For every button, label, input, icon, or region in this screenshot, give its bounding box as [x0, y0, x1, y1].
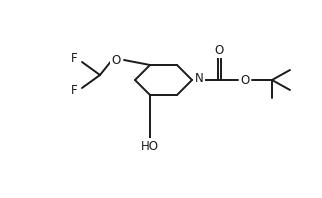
Text: HO: HO — [141, 140, 159, 152]
Text: O: O — [215, 44, 224, 56]
Text: O: O — [241, 73, 250, 87]
Text: F: F — [71, 85, 77, 97]
Text: N: N — [195, 72, 204, 86]
Text: F: F — [71, 52, 77, 66]
Text: O: O — [111, 53, 121, 67]
